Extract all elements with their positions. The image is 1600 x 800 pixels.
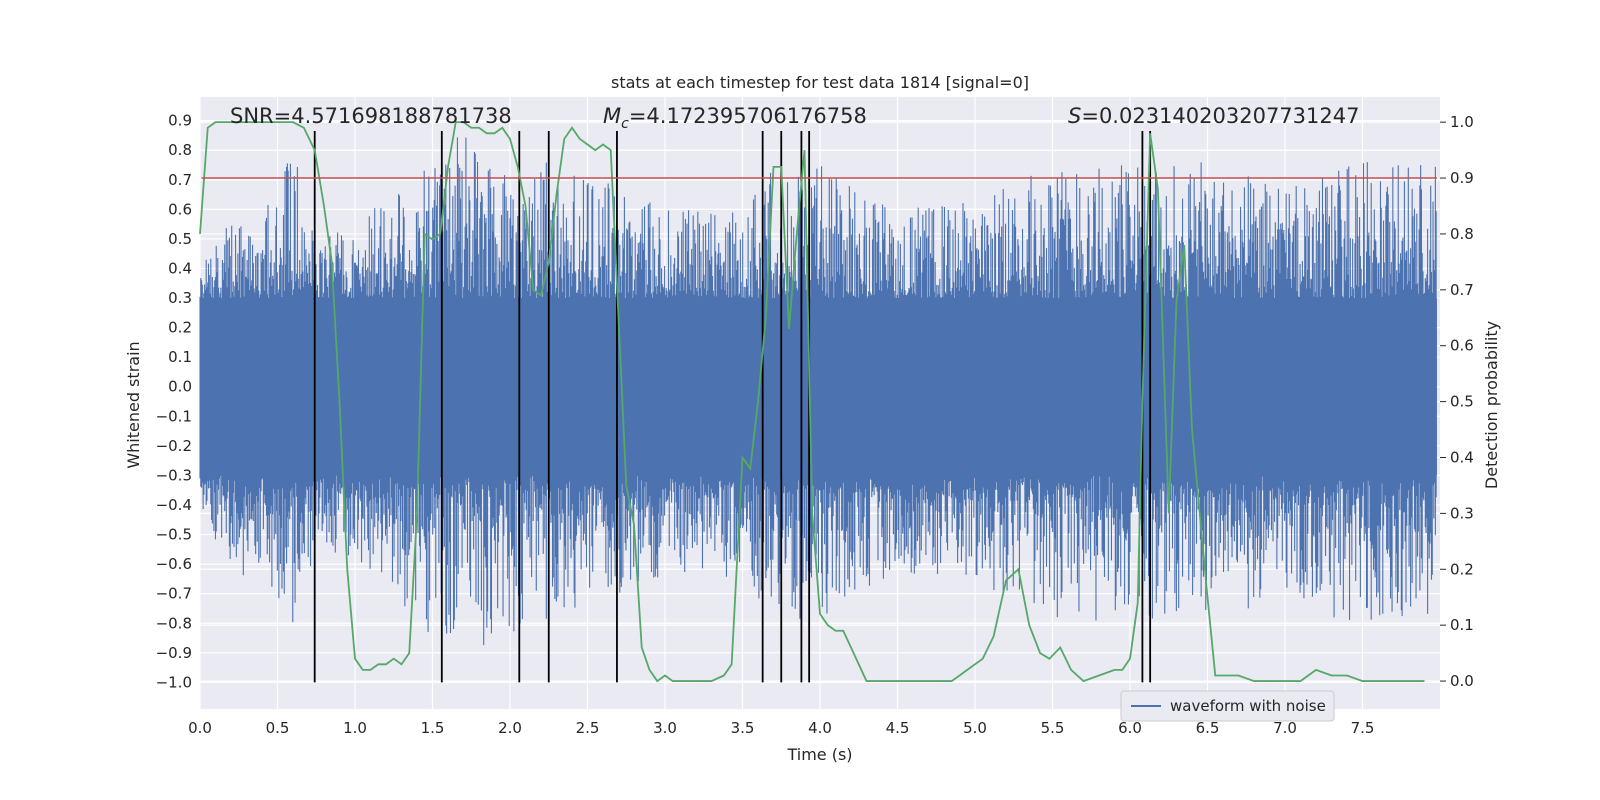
waveform-series xyxy=(199,137,1437,646)
y-tick-label-left: 0.4 xyxy=(168,259,192,277)
y-tick-label-left: 0.3 xyxy=(168,289,192,307)
y-tick-label-left: 0.0 xyxy=(168,378,192,396)
x-tick-label: 1.5 xyxy=(421,719,445,737)
y-tick-label-right: 0.2 xyxy=(1450,560,1474,578)
x-tick-label: 4.5 xyxy=(886,719,910,737)
y-axis-label-right: Detection probability xyxy=(1482,321,1501,489)
x-tick-label: 0.0 xyxy=(188,719,212,737)
y-axis-label-left: Whitened strain xyxy=(124,341,143,468)
y-tick-label-left: −0.2 xyxy=(156,437,192,455)
y-tick-label-right: 0.3 xyxy=(1450,504,1474,522)
y-tick-label-right: 0.9 xyxy=(1450,169,1474,187)
x-tick-label: 3.5 xyxy=(731,719,755,737)
y-tick-label-left: −0.3 xyxy=(156,466,192,484)
x-tick-label: 3.0 xyxy=(653,719,677,737)
y-tick-label-left: 0.7 xyxy=(168,171,192,189)
y-tick-label-left: 0.1 xyxy=(168,348,192,366)
snr-annotation: SNR=4.571698188781738 xyxy=(230,104,512,128)
y-tick-label-left: −0.7 xyxy=(156,585,192,603)
x-tick-label: 4.0 xyxy=(808,719,832,737)
y-tick-label-left: 0.5 xyxy=(168,230,192,248)
x-tick-label: 2.0 xyxy=(498,719,522,737)
y-tick-label-right: 0.5 xyxy=(1450,393,1474,411)
y-tick-label-right: 0.7 xyxy=(1450,281,1474,299)
y-tick-label-left: −0.6 xyxy=(156,555,192,573)
x-tick-label: 2.5 xyxy=(576,719,600,737)
s-value: =0.023140203207731247 xyxy=(1081,104,1359,128)
probability-line xyxy=(199,121,1425,683)
y-tick-label-left: −0.1 xyxy=(156,407,192,425)
x-tick-label: 6.5 xyxy=(1196,719,1220,737)
probability-series xyxy=(199,121,1425,683)
s-annotation: S=0.023140203207731247 xyxy=(1068,104,1359,128)
y-tick-label-right: 0.6 xyxy=(1450,337,1474,355)
x-tick-label: 1.0 xyxy=(343,719,367,737)
x-tick-label: 5.0 xyxy=(963,719,987,737)
chart-title: stats at each timestep for test data 181… xyxy=(611,73,1029,92)
mc-symbol: M xyxy=(603,104,621,128)
detection-lines xyxy=(313,131,1152,683)
x-tick-label: 5.5 xyxy=(1041,719,1065,737)
y-tick-label-left: 0.8 xyxy=(168,141,192,159)
mc-subscript: c xyxy=(621,116,629,132)
y-tick-label-left: 0.6 xyxy=(168,200,192,218)
y-tick-label-left: −0.8 xyxy=(156,614,192,632)
x-axis-label: Time (s) xyxy=(786,745,852,764)
y-tick-label-right: 0.8 xyxy=(1450,225,1474,243)
y-tick-label-right: 0.4 xyxy=(1450,448,1474,466)
x-tick-label: 0.5 xyxy=(266,719,290,737)
y-tick-label-right: 1.0 xyxy=(1450,113,1474,131)
legend-box xyxy=(1120,690,1335,722)
mc-value: =4.172395706176758 xyxy=(629,104,867,128)
y-tick-label-left: −0.4 xyxy=(156,496,192,514)
y-tick-label-left: −0.9 xyxy=(156,644,192,662)
ticks: 0.0 0.5 1.0 1.5 2.0 2.5 3.0 3.5 4.0 4.5 5.0 5.5 6.0 6… xyxy=(156,112,1474,737)
legend-label-waveform: waveform with noise xyxy=(1170,697,1326,715)
x-tick-label: 6.0 xyxy=(1118,719,1142,737)
y-tick-label-left: −1.0 xyxy=(156,673,192,691)
y-tick-label-left: 0.2 xyxy=(168,319,192,337)
y-tick-label-right: 0.0 xyxy=(1450,672,1474,690)
mc-annotation: Mc=4.172395706176758 xyxy=(603,104,867,132)
x-tick-label: 7.5 xyxy=(1351,719,1375,737)
x-tick-label: 7.0 xyxy=(1273,719,1297,737)
y-tick-label-left: 0.9 xyxy=(168,112,192,130)
legend: waveform with noise xyxy=(1120,690,1335,722)
y-tick-label-right: 0.1 xyxy=(1450,616,1474,634)
y-tick-label-left: −0.5 xyxy=(156,526,192,544)
s-symbol: S xyxy=(1068,104,1081,128)
